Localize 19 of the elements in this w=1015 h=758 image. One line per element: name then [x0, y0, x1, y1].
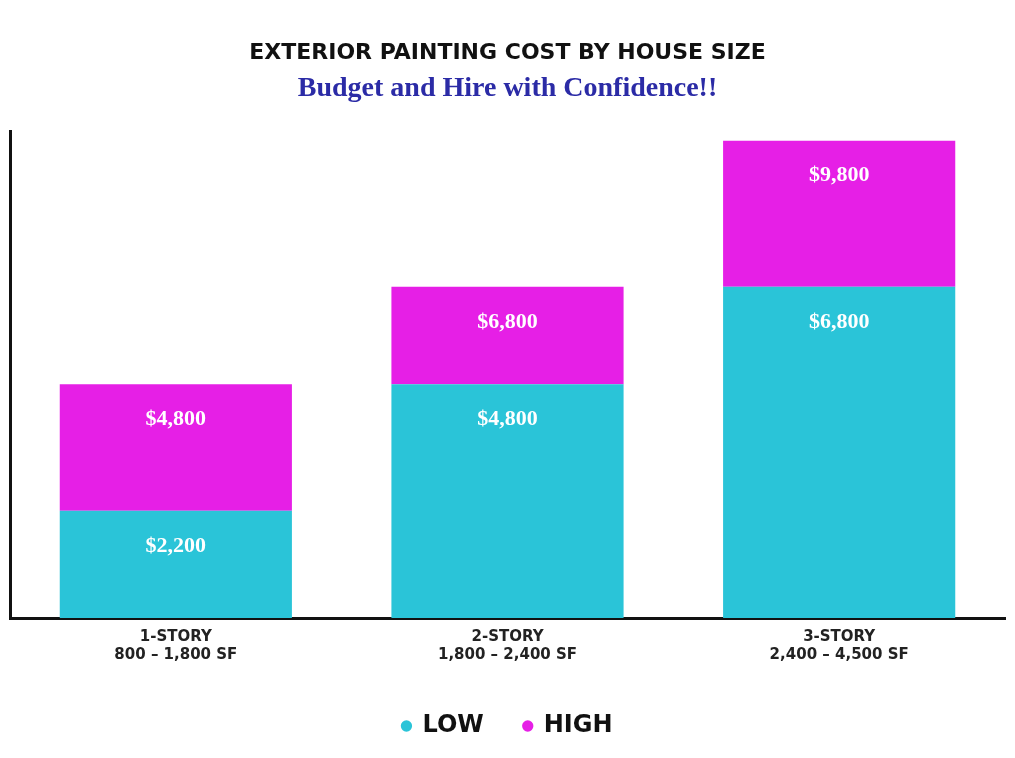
bar — [391, 384, 624, 618]
data-label: $2,200 — [145, 531, 207, 557]
bar — [391, 286, 624, 385]
total-label: $9,800 — [808, 161, 870, 187]
x-tick-label: 3-STORY 2,400 – 4,500 SF — [769, 626, 909, 663]
data-label: $4,800 — [477, 404, 538, 430]
bar — [723, 286, 956, 618]
chart-title: EXTERIOR PAINTING COST BY HOUSE SIZE — [249, 38, 766, 64]
total-label: $6,800 — [477, 307, 538, 333]
data-label: $6,800 — [808, 307, 870, 333]
bar — [723, 140, 956, 287]
bar — [59, 384, 292, 511]
legend-label: HIGH — [543, 710, 613, 739]
x-tick-label: 2-STORY 1,800 – 2,400 SF — [437, 626, 578, 663]
chart-subtitle: Budget and Hire with Confidence!! — [297, 71, 718, 103]
legend-label: LOW — [422, 710, 484, 739]
bar — [59, 510, 292, 618]
x-tick-label: 1-STORY 800 – 1,800 SF — [114, 626, 238, 663]
total-label: $4,800 — [145, 404, 207, 430]
